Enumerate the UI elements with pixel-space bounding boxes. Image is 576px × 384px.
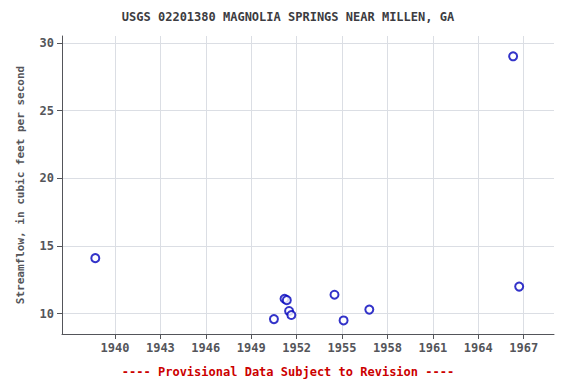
svg-text:15: 15 [40, 239, 54, 253]
svg-text:---- Provisional Data Subject: ---- Provisional Data Subject to Revisio… [122, 365, 454, 379]
svg-text:20: 20 [40, 171, 54, 185]
svg-text:1967: 1967 [509, 341, 538, 355]
svg-text:1949: 1949 [237, 341, 266, 355]
svg-text:10: 10 [40, 307, 54, 321]
svg-text:USGS 02201380 MAGNOLIA SPRINGS: USGS 02201380 MAGNOLIA SPRINGS NEAR MILL… [122, 10, 455, 24]
svg-text:1940: 1940 [101, 341, 130, 355]
svg-text:25: 25 [40, 104, 54, 118]
svg-text:Streamflow, in cubic feet per: Streamflow, in cubic feet per second [14, 66, 27, 304]
svg-text:1943: 1943 [146, 341, 175, 355]
svg-text:1964: 1964 [464, 341, 493, 355]
svg-text:1961: 1961 [418, 341, 447, 355]
svg-text:30: 30 [40, 36, 54, 50]
svg-text:1946: 1946 [191, 341, 220, 355]
svg-text:1955: 1955 [328, 341, 357, 355]
svg-text:1952: 1952 [282, 341, 311, 355]
svg-text:1958: 1958 [373, 341, 402, 355]
